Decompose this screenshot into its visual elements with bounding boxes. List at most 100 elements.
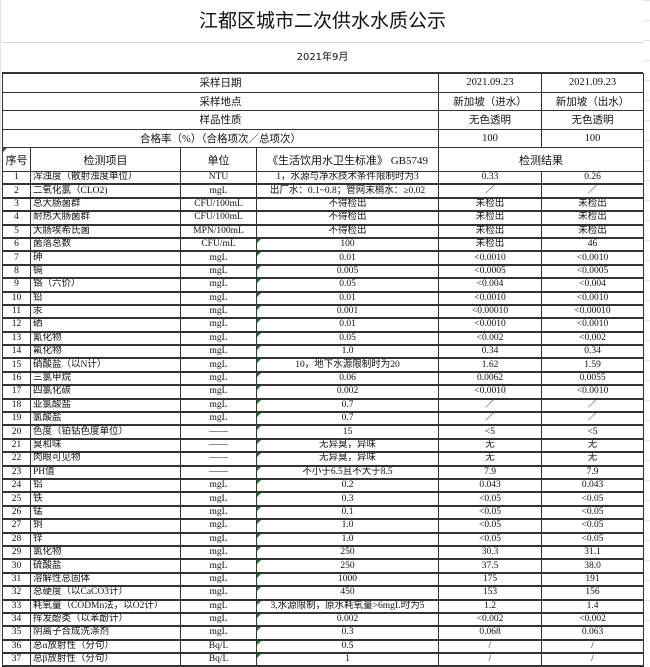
row-unit[interactable]: mgL xyxy=(180,532,257,547)
row-no[interactable]: 36 xyxy=(2,639,31,654)
row-unit[interactable]: —— xyxy=(180,465,257,480)
row-item[interactable]: 氰化物 xyxy=(30,331,181,346)
row-standard[interactable]: 0.002 xyxy=(256,612,439,627)
row-unit[interactable]: mgL xyxy=(180,317,257,333)
row-unit[interactable]: mgL xyxy=(180,598,257,614)
row-inlet-result[interactable]: 7.9 xyxy=(438,465,542,480)
row-item[interactable]: 铬（六价） xyxy=(30,277,181,293)
row-outlet-result[interactable]: 0.26 xyxy=(541,171,644,185)
meta-outlet-value[interactable]: 2021.09.23 xyxy=(541,73,644,93)
row-inlet-result[interactable]: 153 xyxy=(438,585,542,601)
row-outlet-result[interactable]: <0.0010 xyxy=(541,291,644,306)
row-standard[interactable]: 不得检出 xyxy=(256,197,439,212)
row-standard[interactable]: 0.05 xyxy=(256,277,439,293)
row-outlet-result[interactable]: ／ xyxy=(541,183,644,199)
row-outlet-result[interactable]: ／ xyxy=(541,398,644,413)
row-inlet-result[interactable]: <0.002 xyxy=(438,331,542,346)
row-unit[interactable]: mgL xyxy=(180,277,257,293)
row-inlet-result[interactable]: <0.0010 xyxy=(438,291,542,306)
row-standard[interactable]: 0.05 xyxy=(256,331,439,346)
row-standard[interactable]: 1 xyxy=(256,652,439,667)
row-inlet-result[interactable]: 0.33 xyxy=(438,171,542,185)
row-inlet-result[interactable]: 无 xyxy=(438,438,542,453)
row-inlet-result[interactable]: 1.62 xyxy=(438,357,542,373)
row-unit[interactable]: mgL xyxy=(180,625,257,641)
row-standard[interactable]: 100 xyxy=(256,237,439,252)
row-inlet-result[interactable]: 无 xyxy=(438,451,542,467)
row-outlet-result[interactable]: <0.0010 xyxy=(541,384,644,400)
row-item[interactable]: 氟化物 xyxy=(30,344,181,359)
row-standard[interactable]: 0.3 xyxy=(256,625,439,641)
row-outlet-result[interactable]: 1.4 xyxy=(541,598,644,614)
row-no[interactable]: 30 xyxy=(2,558,31,574)
row-outlet-result[interactable]: 46 xyxy=(541,237,644,252)
meta-label[interactable]: 采样地点 xyxy=(2,91,439,111)
row-no[interactable]: 21 xyxy=(2,438,31,453)
row-inlet-result[interactable]: 0.34 xyxy=(438,344,542,359)
row-item[interactable]: 锌 xyxy=(30,532,181,547)
row-no[interactable]: 37 xyxy=(2,652,31,667)
row-no[interactable]: 19 xyxy=(2,411,31,426)
row-outlet-result[interactable]: 31.1 xyxy=(541,545,644,560)
row-unit[interactable]: mgL xyxy=(180,304,257,319)
row-standard[interactable]: 0.005 xyxy=(256,264,439,279)
row-inlet-result[interactable]: <0.00010 xyxy=(438,304,542,319)
row-item[interactable]: 阴离子合成洗涤剂 xyxy=(30,625,181,641)
row-standard[interactable]: 0.01 xyxy=(256,317,439,333)
row-no[interactable]: 13 xyxy=(2,331,31,346)
row-unit[interactable]: CFU/100mL xyxy=(180,210,257,226)
row-inlet-result[interactable]: / xyxy=(438,652,542,667)
row-no[interactable]: 3 xyxy=(2,197,31,212)
row-no[interactable]: 7 xyxy=(2,250,31,266)
row-no[interactable]: 6 xyxy=(2,237,31,252)
row-item[interactable]: 氯酸盐 xyxy=(30,411,181,426)
row-standard[interactable]: 250 xyxy=(256,545,439,560)
row-no[interactable]: 32 xyxy=(2,585,31,601)
row-no[interactable]: 8 xyxy=(2,264,31,279)
row-unit[interactable]: Bq/L xyxy=(180,639,257,654)
row-inlet-result[interactable]: 未检出 xyxy=(438,224,542,239)
row-outlet-result[interactable]: <0.05 xyxy=(541,518,644,534)
row-item[interactable]: 色度（铂钴色度单位） xyxy=(30,424,181,440)
row-no[interactable]: 34 xyxy=(2,612,31,627)
row-no[interactable]: 31 xyxy=(2,572,31,587)
row-item[interactable]: 菌落总数 xyxy=(30,237,181,252)
row-unit[interactable]: CFU/mL xyxy=(180,237,257,252)
row-standard[interactable]: 0.7 xyxy=(256,411,439,426)
row-inlet-result[interactable]: ／ xyxy=(438,183,542,199)
row-no[interactable]: 25 xyxy=(2,491,31,507)
row-item[interactable]: 二氧化氯（CLO2) xyxy=(30,183,181,199)
row-standard[interactable]: 0.3 xyxy=(256,491,439,507)
row-no[interactable]: 28 xyxy=(2,532,31,547)
row-outlet-result[interactable]: 0.043 xyxy=(541,478,644,493)
row-unit[interactable]: mgL xyxy=(180,411,257,426)
meta-outlet-value[interactable]: 100 xyxy=(541,128,644,148)
row-unit[interactable]: mgL xyxy=(180,371,257,386)
row-standard[interactable]: 3,水源限制，原水耗氧量>6mgL时为5 xyxy=(256,598,439,614)
row-inlet-result[interactable]: <0.05 xyxy=(438,491,542,507)
row-unit[interactable]: mgL xyxy=(180,505,257,520)
row-unit[interactable]: —— xyxy=(180,451,257,467)
row-outlet-result[interactable]: / xyxy=(541,639,644,654)
header-standard[interactable]: 《生活饮用水卫生标准》 GB5749 xyxy=(256,147,439,172)
row-inlet-result[interactable]: <0.0010 xyxy=(438,384,542,400)
row-no[interactable]: 26 xyxy=(2,505,31,520)
row-no[interactable]: 15 xyxy=(2,357,31,373)
row-no[interactable]: 2 xyxy=(2,183,31,199)
meta-outlet-value[interactable]: 无色透明 xyxy=(541,110,644,130)
row-outlet-result[interactable]: 1.59 xyxy=(541,357,644,373)
row-inlet-result[interactable]: <0.0005 xyxy=(438,264,542,279)
row-inlet-result[interactable]: 0.068 xyxy=(438,625,542,641)
row-unit[interactable]: mgL xyxy=(180,585,257,601)
row-item[interactable]: 硒 xyxy=(30,317,181,333)
row-no[interactable]: 5 xyxy=(2,224,31,239)
row-inlet-result[interactable]: 175 xyxy=(438,572,542,587)
row-unit[interactable]: —— xyxy=(180,424,257,440)
row-item[interactable]: 铁 xyxy=(30,491,181,507)
row-outlet-result[interactable]: <0.0010 xyxy=(541,317,644,333)
row-unit[interactable]: mgL xyxy=(180,545,257,560)
row-inlet-result[interactable]: <0.0010 xyxy=(438,317,542,333)
row-item[interactable]: 总大肠菌群 xyxy=(30,197,181,212)
row-no[interactable]: 12 xyxy=(2,317,31,333)
row-item[interactable]: 镉 xyxy=(30,264,181,279)
